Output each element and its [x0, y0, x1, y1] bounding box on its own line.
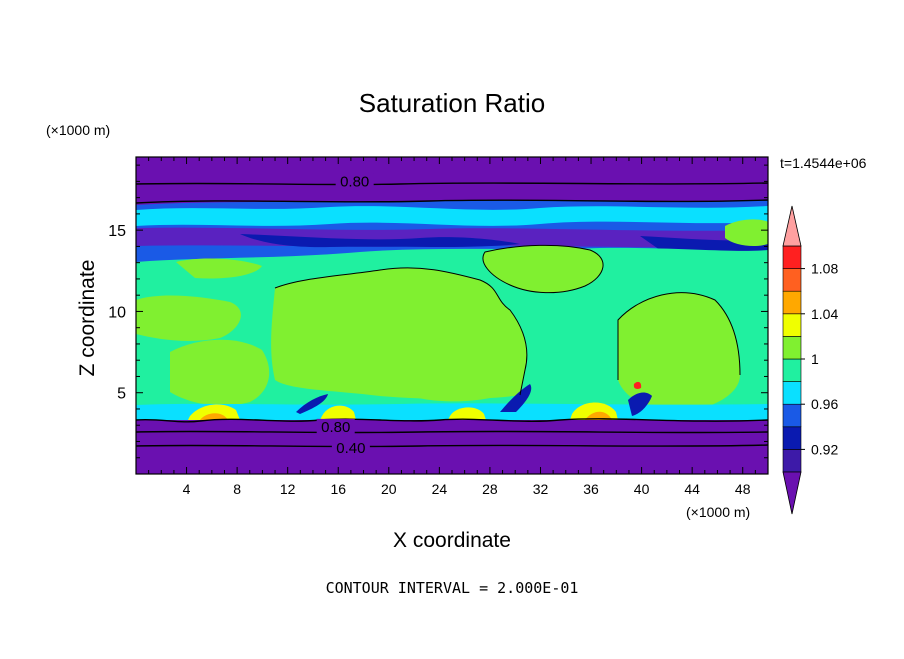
x-tick-label: 16	[330, 481, 346, 497]
contour-lines	[136, 182, 768, 448]
y-tick-label: 10	[108, 304, 126, 321]
x-tick-label: 28	[482, 481, 498, 497]
colorbar-segment	[782, 403, 802, 428]
red-dot-40	[633, 381, 642, 389]
x-axis: 4 8 12 16 20 24 28 32 36 40 44 48	[148, 157, 756, 497]
colorbar-label: 1	[811, 351, 819, 367]
contour-0.40-lower	[136, 444, 768, 448]
contour-cap	[482, 244, 604, 294]
colorbar-segment	[782, 381, 802, 405]
light-green-left-blob	[136, 295, 241, 341]
colorbar-segment	[782, 426, 802, 450]
contour-label-bg	[331, 439, 370, 455]
contour-large-body	[274, 267, 528, 396]
light-green-top-right-patch	[725, 219, 768, 246]
upper-cyan-band	[136, 206, 768, 226]
yellow-patch-2	[320, 405, 356, 420]
yellow-patch-3	[448, 407, 486, 420]
light-green-cap	[482, 245, 604, 293]
saturation-field	[136, 157, 768, 474]
colorbar-above-triangle	[782, 205, 802, 247]
time-label: t=1.4544e+06	[780, 155, 867, 171]
colorbar-label: 0.92	[811, 441, 838, 457]
contour-label-bg	[316, 418, 355, 434]
y-axis: 5 10 15	[108, 164, 768, 459]
y-axis-title: Z coordinate	[76, 260, 99, 377]
contour-east	[617, 292, 741, 380]
x-tick-label: 40	[634, 481, 650, 497]
light-green-top-left-patch	[176, 258, 262, 279]
contour-labels: 0.80 0.80 0.40	[316, 173, 374, 457]
contour-0.80-lower	[136, 430, 768, 434]
lower-band	[136, 420, 768, 474]
orange-patch-1	[200, 413, 228, 420]
contour-label-bg	[335, 173, 374, 189]
chart-title: Saturation Ratio	[359, 88, 545, 118]
upper-navy-streak	[240, 234, 520, 248]
navy-streak-14	[296, 394, 328, 414]
x-tick-label: 32	[533, 481, 549, 497]
x-tick-label: 48	[735, 481, 751, 497]
colorbar-label: 1.08	[811, 261, 838, 277]
contour-0.80-upper-2	[136, 199, 768, 204]
colorbar-segment	[782, 313, 802, 337]
colorbar-segment	[782, 268, 802, 292]
y-tick-label: 5	[117, 386, 126, 403]
colorbar-segment	[782, 449, 802, 473]
yellow-patch-1	[188, 404, 240, 420]
navy-streak-30	[500, 384, 532, 412]
contour-label: 0.80	[321, 419, 350, 436]
light-green-east	[618, 292, 740, 412]
contour-1.00-interface	[136, 418, 768, 423]
colorbar: 0.92 0.96 1 1.04 1.08	[782, 205, 838, 515]
x-tick-label: 4	[183, 481, 191, 497]
light-green-center-low	[398, 337, 506, 402]
colorbar-label: 0.96	[811, 396, 838, 412]
x-axis-title: X coordinate	[393, 529, 511, 552]
y-axis-unit: (×1000 m)	[46, 122, 110, 138]
x-tick-label: 20	[381, 481, 397, 497]
colorbar-below-triangle	[782, 471, 802, 515]
x-tick-label: 24	[432, 481, 448, 497]
contour-0.80-upper	[136, 182, 768, 186]
colorbar-segment	[782, 336, 802, 360]
x-tick-label: 8	[233, 481, 241, 497]
light-green-west	[170, 339, 270, 406]
contour-label: 0.80	[340, 173, 369, 190]
colorbar-segment	[782, 290, 802, 315]
navy-streak-40	[628, 392, 652, 416]
orange-patch-2	[585, 411, 612, 420]
colorbar-segment	[782, 245, 802, 269]
x-tick-label: 44	[684, 481, 700, 497]
colorbar-label: 1.04	[811, 306, 838, 322]
colorbar-segment	[782, 358, 802, 382]
contour-interval-note: CONTOUR INTERVAL = 2.000E-01	[326, 579, 579, 597]
y-tick-label: 15	[108, 223, 126, 240]
contour-label: 0.40	[336, 440, 365, 457]
x-axis-unit: (×1000 m)	[686, 504, 750, 520]
x-tick-label: 36	[583, 481, 599, 497]
x-tick-label: 12	[280, 481, 296, 497]
